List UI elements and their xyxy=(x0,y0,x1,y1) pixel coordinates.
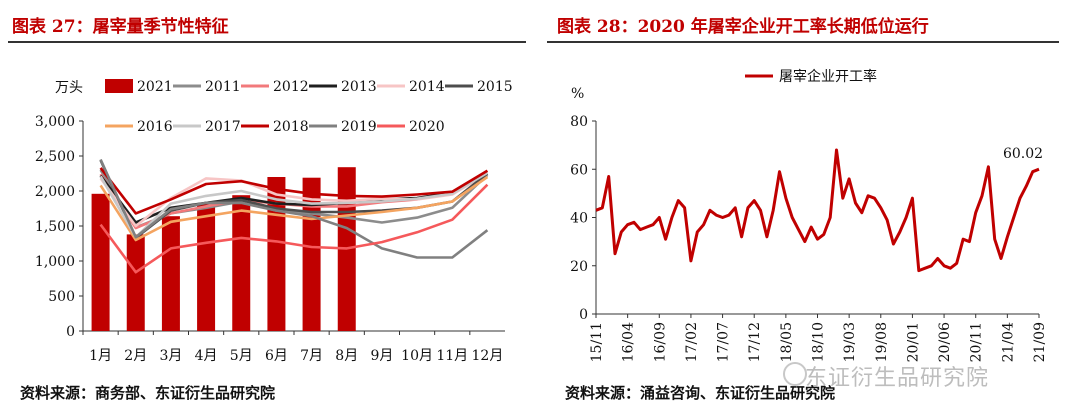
y-tick-label: 1,000 xyxy=(35,254,75,270)
slaughter-seasonal-chart: 0 500 1,000 1,500 2,000 2,500 3,000 万头 1月 2月 3月 4月 5… xyxy=(35,79,513,364)
series-line-2018 xyxy=(99,167,489,215)
figure-28-title-rule xyxy=(547,41,1059,43)
figure-27-title: 图表 27：屠宰量季节性特征 xyxy=(12,17,229,37)
x-tick-label: 10月 xyxy=(401,348,433,364)
bar-2021 xyxy=(126,234,145,331)
x-tick-label: 3月 xyxy=(159,348,182,364)
x-tick-label: 2月 xyxy=(124,348,147,364)
x-tick-label: 18/10 xyxy=(811,322,827,362)
legend-label-2013: 2013 xyxy=(341,79,377,95)
legend-label-2015: 2015 xyxy=(477,79,513,95)
figure-28-panel: 图表 28：2020 年屠宰企业开工率长期低位运行 0 20 40 60 80% 15/1… xyxy=(545,0,1080,417)
x-tick-label: 9月 xyxy=(370,348,393,364)
x-tick-label: 11月 xyxy=(436,348,468,364)
watermark: 东证衍生品研究院 xyxy=(805,366,990,391)
legend-label-2020: 2020 xyxy=(409,119,445,135)
x-tick-label: 16/04 xyxy=(621,322,637,362)
bar-2021 xyxy=(232,195,251,331)
x-tick-label: 8月 xyxy=(335,348,358,364)
last-value-label: 60.02 xyxy=(1003,146,1043,162)
series-line-utilization xyxy=(595,148,1040,273)
legend-label-2016: 2016 xyxy=(137,119,173,135)
x-tick-label: 1月 xyxy=(89,348,112,364)
utilization-rate-chart: 0 20 40 60 80% 15/11 16/04 16/09 17/02 17/07 17/12… xyxy=(570,68,1048,362)
legend-label-2011: 2011 xyxy=(205,79,241,95)
figure-27-panel: 图表 27：屠宰量季节性特征 0 500 1,000 1,500 2,000 2,500 3… xyxy=(0,0,530,417)
x-tick-label: 21/04 xyxy=(1000,322,1016,362)
figure-28-source: 资料来源：涌益咨询、东证衍生品研究院 xyxy=(565,384,836,402)
y-tick-label: 60 xyxy=(570,162,588,178)
x-tick-label: 7月 xyxy=(300,348,323,364)
x-tick-label: 12月 xyxy=(472,348,504,364)
figure-27-source: 资料来源：商务部、东证衍生品研究院 xyxy=(20,384,276,402)
x-tick-label: 4月 xyxy=(195,348,218,364)
series-line-2017 xyxy=(99,171,489,239)
x-tick-label: 21/09 xyxy=(1032,322,1048,362)
legend-label-utilization: 屠宰企业开工率 xyxy=(779,68,877,85)
y-tick-label: 20 xyxy=(570,259,588,275)
x-tick-label: 19/03 xyxy=(842,322,858,362)
legend-label-2014: 2014 xyxy=(409,79,445,95)
legend-label-2019: 2019 xyxy=(341,119,377,135)
bar-2021 xyxy=(197,204,216,331)
x-tick-label: 6月 xyxy=(265,348,288,364)
bar-2021 xyxy=(91,193,110,331)
y-tick-label: 2,000 xyxy=(35,184,75,200)
y-tick-label: 40 xyxy=(570,211,588,227)
bar-2021 xyxy=(161,216,180,331)
legend-label-2018: 2018 xyxy=(273,119,309,135)
wechat-icon xyxy=(783,362,807,386)
x-tick-label: 15/11 xyxy=(589,322,605,362)
x-tick-label: 20/06 xyxy=(937,322,953,362)
x-tick-label: 20/01 xyxy=(905,322,921,362)
series-line-2019 xyxy=(99,158,489,259)
x-tick-label: 5月 xyxy=(230,348,253,364)
legend-label-2012: 2012 xyxy=(273,79,309,95)
x-tick-label: 20/11 xyxy=(969,322,985,362)
x-tick-label: 17/12 xyxy=(747,322,763,362)
x-tick-label: 17/02 xyxy=(684,322,700,362)
y-tick-label: 2,500 xyxy=(35,149,75,165)
legend-label-2017: 2017 xyxy=(205,119,241,135)
y-tick-label: 1,500 xyxy=(35,219,75,235)
x-tick-label: 17/07 xyxy=(716,322,732,362)
y-tick-label: 500 xyxy=(48,289,75,305)
legend-swatch-2021 xyxy=(105,79,133,93)
series-line-2020 xyxy=(99,183,489,274)
y-axis-unit-label: 万头 xyxy=(55,80,83,96)
x-tick-label: 18/05 xyxy=(779,322,795,362)
series-line-2015 xyxy=(99,159,489,240)
y-tick-label: 0 xyxy=(579,307,588,323)
y-axis-unit-label: % xyxy=(571,86,584,102)
legend-label-2021: 2021 xyxy=(137,79,173,95)
y-tick-label: 80 xyxy=(570,114,588,130)
figure-27-title-rule xyxy=(8,41,526,43)
series-line-2016 xyxy=(99,175,489,242)
x-tick-label: 16/09 xyxy=(652,322,668,362)
y-tick-label: 3,000 xyxy=(35,114,75,130)
figure-28-title: 图表 28：2020 年屠宰企业开工率长期低位运行 xyxy=(557,17,929,37)
y-tick-label: 0 xyxy=(66,324,75,340)
x-tick-label: 19/08 xyxy=(874,322,890,362)
